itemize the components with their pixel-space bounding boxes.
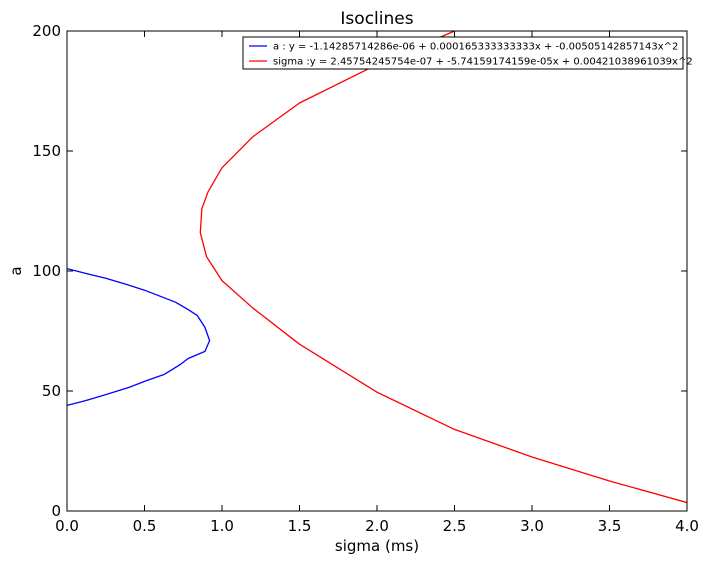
series-line-0 [67,267,211,407]
x-tick-label: 3.0 [520,517,544,535]
plot-frame [66,30,688,512]
y-tick-label: 150 [32,142,61,160]
x-tick-label: 2.5 [443,517,467,535]
chart-title: Isoclines [340,9,413,29]
series-layer [67,31,687,504]
x-tick-label: 2.0 [365,517,389,535]
y-tick-label: 100 [32,262,61,280]
x-tick-label: 1.0 [210,517,234,535]
x-axis-ticks: 0.0 0.5 1.0 1.5 2.0 2.5 3.0 3.5 4.0 [55,31,699,535]
x-tick-label: 1.5 [288,517,312,535]
y-axis-ticks: 0 50 100 150 200 [32,22,687,520]
y-axis-label: a [7,266,25,275]
series-line-1 [199,31,687,504]
x-tick-label: 0.5 [133,517,157,535]
legend-box [242,36,684,70]
legend-label-sigma: sigma :y = 2.45754245754e-07 + -5.741591… [273,57,693,68]
legend-label-a: a : y = -1.14285714286e-06 + 0.000165333… [273,42,678,53]
legend: a : y = -1.14285714286e-06 + 0.000165333… [242,36,693,70]
x-tick-label: 0.0 [55,517,79,535]
x-axis-label: sigma (ms) [335,537,419,555]
y-tick-label: 0 [51,502,61,520]
x-tick-label: 4.0 [675,517,699,535]
x-tick-label: 3.5 [598,517,622,535]
y-tick-label: 50 [42,382,61,400]
y-tick-label: 200 [32,22,61,40]
